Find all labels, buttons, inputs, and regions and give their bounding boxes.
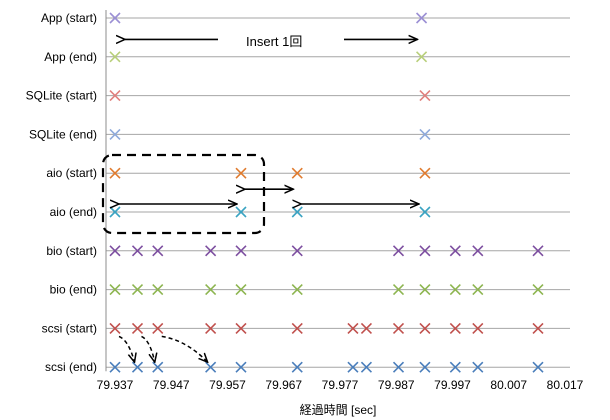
y-category-label: aio (end) [50,205,97,219]
x-marker [360,361,373,373]
x-marker [205,245,217,257]
x-marker [392,284,405,296]
x-marker [235,245,247,257]
x-marker [109,167,121,179]
x-marker [109,284,121,296]
x-marker [419,206,431,218]
y-category-label: SQLite (end) [29,127,97,141]
aio-dashed-box [101,153,266,235]
x-marker [419,167,431,179]
insert-label: Insert 1回 [246,34,302,49]
x-tick-label: 79.947 [153,378,190,392]
x-marker [109,245,121,257]
x-marker [532,284,544,296]
x-marker [131,245,144,257]
y-category-label: scsi (start) [42,321,97,335]
scsi-latency-arrow [141,335,155,362]
scsi-latency-arrow [118,335,135,362]
x-marker [419,361,431,373]
x-marker [109,322,121,334]
x-marker [109,90,121,102]
x-marker [347,361,359,373]
y-category-label: bio (start) [46,244,97,258]
x-marker [472,361,484,373]
x-tick-label: 79.987 [378,378,415,392]
x-tick-label: 80.007 [490,378,527,392]
x-marker [392,322,405,334]
x-marker [472,245,484,257]
gridlines [105,10,570,372]
x-marker [449,361,461,373]
x-marker [131,284,144,296]
x-marker [392,361,405,373]
x-marker [472,322,484,334]
x-marker [291,167,303,179]
x-axis-tick-labels: 79.937 79.947 79.957 79.967 79.977 79.987 79.9… [97,378,584,392]
data-markers [109,12,544,373]
x-marker [152,245,164,257]
x-marker [392,245,405,257]
insert-label-background [218,31,344,51]
x-marker [419,245,431,257]
x-marker [109,51,121,63]
x-marker [235,361,247,373]
x-marker [205,322,217,334]
x-marker [415,12,428,24]
x-marker [449,284,461,296]
y-category-label: bio (end) [50,283,97,297]
x-marker [291,284,303,296]
x-marker [419,322,431,334]
y-category-label: SQLite (start) [26,89,97,103]
x-marker [415,51,428,63]
y-axis-labels: App (start) App (end) SQLite (start) SQLite… [26,11,97,374]
x-marker [235,284,247,296]
x-marker [109,361,121,373]
x-marker [449,245,461,257]
y-category-label: App (start) [41,11,97,25]
x-tick-label: 79.957 [209,378,246,392]
y-category-label: scsi (end) [45,360,97,374]
x-marker [131,322,144,334]
x-marker [419,128,431,140]
x-marker [532,245,544,257]
x-tick-label: 79.967 [265,378,302,392]
x-marker [291,361,303,373]
x-marker [205,284,217,296]
y-category-label: aio (start) [46,166,97,180]
x-marker [291,245,303,257]
scsi-latency-arrow [161,335,208,362]
x-marker [205,361,217,373]
x-marker [472,284,484,296]
x-marker [291,322,303,334]
x-marker [109,128,121,140]
x-marker [152,322,164,334]
x-tick-label: 80.017 [547,378,584,392]
x-tick-label: 79.997 [434,378,471,392]
x-marker [419,90,431,102]
x-tick-label: 79.977 [322,378,359,392]
x-marker [235,322,247,334]
x-marker [152,284,164,296]
x-axis-title: 経過時間 [sec] [300,403,377,417]
x-marker [419,284,431,296]
x-marker [449,322,461,334]
x-marker [347,322,359,334]
x-tick-label: 79.937 [97,378,134,392]
x-marker [532,361,544,373]
x-marker [235,167,247,179]
x-marker [109,12,121,24]
x-marker [360,322,373,334]
y-category-label: App (end) [44,50,97,64]
annotations: Insert 1回 [101,31,419,362]
x-marker [532,322,544,334]
